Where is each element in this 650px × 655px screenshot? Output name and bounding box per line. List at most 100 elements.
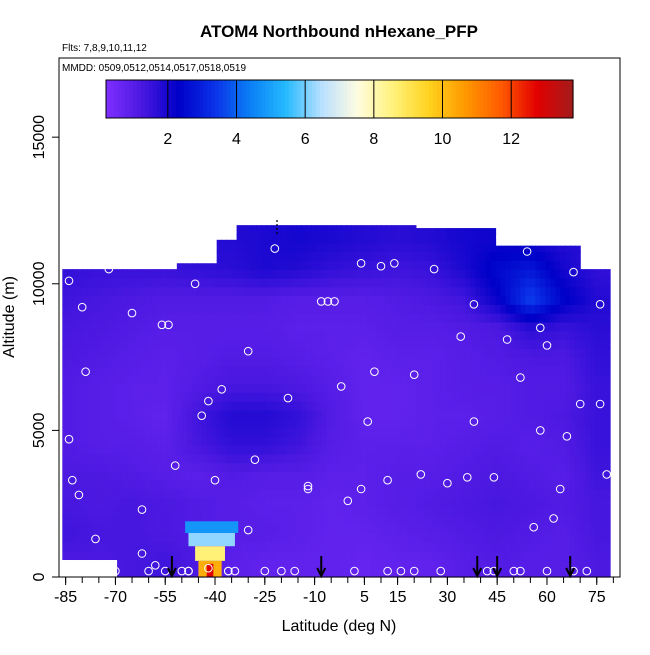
heatmap-cell — [356, 409, 362, 420]
heatmap-cell — [495, 533, 502, 543]
heatmap-cell — [161, 365, 168, 376]
heatmap-cell — [480, 418, 487, 429]
heatmap-cell — [570, 357, 576, 367]
heatmap-cell — [296, 339, 302, 349]
heatmap-cell — [176, 427, 183, 437]
heatmap-cell — [425, 568, 432, 578]
heatmap-cell — [520, 245, 526, 253]
heatmap-cell — [440, 357, 447, 367]
heatmap-cell — [560, 480, 566, 490]
heatmap-cell — [440, 497, 447, 508]
heatmap-cell — [201, 401, 208, 411]
heatmap-cell — [137, 427, 143, 437]
heatmap-cell — [605, 524, 611, 534]
heatmap-cell — [92, 374, 98, 385]
heatmap-cell — [500, 277, 507, 288]
heatmap-cell — [560, 245, 566, 253]
heatmap-cell — [231, 348, 238, 358]
heatmap-cell — [540, 462, 546, 473]
heatmap-cell — [281, 374, 287, 385]
heatmap-cell — [341, 462, 347, 473]
heatmap-cell — [405, 559, 412, 569]
heatmap-cell — [137, 313, 143, 323]
heatmap-cell — [460, 436, 467, 446]
heatmap-cell — [87, 453, 93, 464]
heatmap-cell — [276, 383, 283, 393]
heatmap-cell — [356, 313, 362, 323]
heatmap-cell — [520, 480, 526, 490]
heatmap-cell — [371, 242, 377, 253]
heatmap-cell — [166, 339, 173, 349]
heatmap-cell — [186, 383, 193, 393]
heatmap-cell — [460, 357, 467, 367]
heatmap-cell — [62, 533, 68, 543]
heatmap-cell — [271, 348, 278, 358]
heatmap-cell — [565, 533, 571, 543]
heatmap-cell — [286, 480, 292, 490]
heatmap-cell — [231, 568, 238, 578]
heatmap-cell — [201, 497, 208, 508]
colorbar-swatch — [281, 80, 286, 118]
heatmap-cell — [102, 533, 108, 543]
heatmap-cell — [590, 286, 596, 297]
heatmap-cell — [545, 445, 551, 455]
heatmap-cell — [460, 251, 467, 261]
heatmap-cell — [415, 427, 422, 437]
heatmap-cell — [525, 260, 531, 270]
heatmap-cell — [251, 497, 258, 508]
heatmap-cell — [161, 348, 168, 358]
heatmap-cell — [600, 506, 606, 517]
heatmap-cell — [171, 453, 178, 464]
heatmap-cell — [371, 339, 377, 349]
heatmap-cell — [276, 330, 283, 341]
heatmap-cell — [385, 541, 392, 552]
heatmap-cell — [371, 277, 377, 288]
heatmap-cell — [166, 269, 173, 279]
heatmap-cell — [301, 313, 307, 323]
heatmap-cell — [400, 462, 407, 473]
heatmap-cell — [286, 339, 292, 349]
heatmap-cell — [580, 365, 586, 376]
sample-marker — [230, 566, 240, 576]
heatmap-cell — [137, 506, 143, 517]
heatmap-cell — [415, 541, 422, 552]
heatmap-cell — [226, 568, 233, 578]
heatmap-cell — [176, 471, 183, 481]
heatmap-cell — [530, 462, 536, 473]
heatmap-cell — [102, 462, 108, 473]
colorbar-swatch — [452, 80, 457, 118]
heatmap-cell — [430, 383, 437, 393]
heatmap-cell — [266, 550, 273, 561]
heatmap-cell — [316, 251, 322, 261]
heatmap-cell — [127, 304, 133, 314]
heatmap-cell — [117, 409, 123, 420]
heatmap-cell — [271, 251, 278, 261]
heatmap-cell — [286, 330, 292, 341]
colorbar-swatch — [141, 80, 146, 118]
heatmap-cell — [480, 462, 487, 473]
heatmap-cell — [151, 401, 158, 411]
heatmap-cell — [366, 269, 372, 279]
heatmap-cell — [595, 313, 601, 323]
heatmap-cell — [336, 295, 342, 305]
heatmap-cell — [550, 497, 556, 508]
heatmap-cell — [600, 339, 606, 349]
heatmap-cell — [92, 471, 98, 481]
heatmap-cell — [92, 286, 98, 297]
heatmap-cell — [356, 330, 362, 341]
heatmap-cell — [226, 418, 233, 429]
heatmap-cell — [470, 269, 477, 279]
heatmap-cell — [435, 568, 442, 578]
heatmap-cell — [336, 401, 342, 411]
heatmap-cell — [525, 568, 531, 578]
heatmap-cell — [191, 559, 198, 569]
heatmap-cell — [535, 286, 541, 297]
heatmap-cell — [107, 445, 113, 455]
heatmap-cell — [117, 506, 123, 517]
heatmap-cell — [376, 225, 382, 235]
heatmap-cell — [515, 418, 522, 429]
heatmap-cell — [380, 357, 387, 367]
heatmap-cell — [311, 321, 317, 332]
heatmap-cell — [510, 541, 517, 552]
heatmap-cell — [390, 550, 397, 561]
